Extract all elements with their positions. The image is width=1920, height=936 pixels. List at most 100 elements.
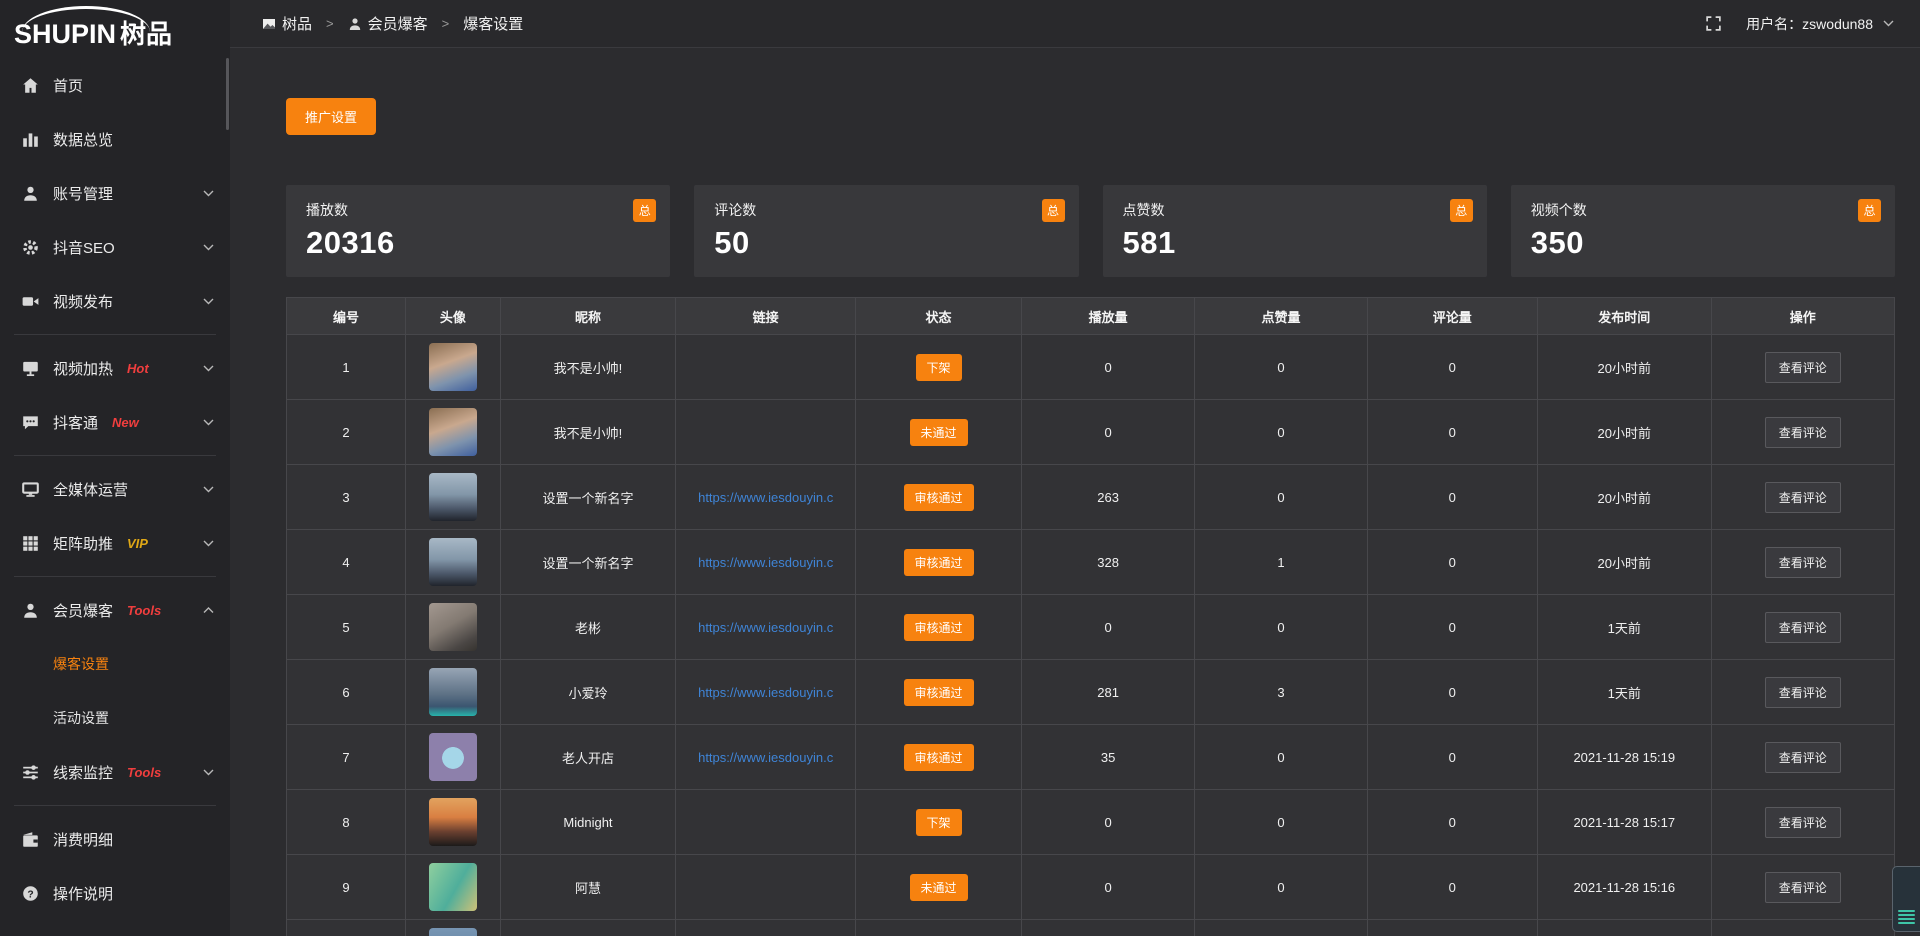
total-badge[interactable]: 总 [1041, 199, 1065, 222]
cell-status [855, 919, 1022, 936]
breadcrumb-item-树品[interactable]: 树品 [262, 13, 312, 34]
sidebar-item-抖客通[interactable]: 抖客通 New [0, 395, 230, 449]
cell-id: 5 [286, 594, 406, 660]
status-badge: 未通过 [909, 873, 968, 901]
cell-link[interactable]: https://www.iesdouyin.c [675, 464, 857, 530]
cell-actions: 查看评论 [1710, 464, 1896, 530]
column-header-播放量: 播放量 [1020, 297, 1196, 335]
sidebar-item-数据总览[interactable]: 数据总览 [0, 112, 230, 166]
view-comments-button[interactable]: 查看评论 [1764, 676, 1841, 708]
sidebar-item-label: 视频加热 [53, 360, 114, 378]
right-column: 树品 > 会员爆客 > 爆客设置 用户名：zswodun88 推广设置 播放数 20316… [230, 0, 1920, 936]
cell-link [675, 334, 857, 400]
status-badge: 审核通过 [903, 743, 974, 771]
cell-link[interactable]: https://www.iesdouyin.c [675, 529, 857, 595]
cell-link[interactable]: https://www.iesdouyin.c [675, 594, 857, 660]
chevron-down-icon [203, 769, 214, 776]
cell-avatar [404, 529, 501, 595]
column-header-昵称: 昵称 [499, 297, 677, 335]
breadcrumb-item-爆客设置[interactable]: 爆客设置 [463, 13, 523, 34]
stat-label: 视频个数 [1530, 202, 1587, 218]
sidebar-item-会员爆客[interactable]: 会员爆客 Tools [0, 583, 230, 637]
fullscreen-icon[interactable] [1705, 15, 1722, 32]
status-badge: 审核通过 [903, 613, 974, 641]
stat-label: 点赞数 [1122, 202, 1165, 218]
sidebar-item-操作说明[interactable]: ? 操作说明 [0, 866, 230, 920]
cell-link[interactable]: https://www.iesdouyin.c [675, 724, 857, 790]
cell-likes: 0 [1194, 724, 1368, 790]
cell-comments: 0 [1366, 789, 1538, 855]
view-comments-button[interactable]: 查看评论 [1764, 871, 1841, 903]
chevron-down-icon [203, 540, 214, 547]
breadcrumb-item-会员爆客[interactable]: 会员爆客 [348, 13, 428, 34]
cell-id: 2 [286, 399, 406, 465]
view-comments-button[interactable]: 查看评论 [1764, 806, 1841, 838]
wallet-icon [22, 831, 39, 848]
view-comments-button[interactable]: 查看评论 [1764, 416, 1841, 448]
status-badge: 审核通过 [903, 548, 974, 576]
cell-plays: 281 [1020, 659, 1196, 725]
sidebar-item-全媒体运营[interactable]: 全媒体运营 [0, 462, 230, 516]
table-row: 2 我不是小帅! 未通过 0 0 0 20小时前 查看评论 [286, 399, 1896, 465]
cell-likes: 0 [1194, 789, 1368, 855]
cell-avatar [404, 334, 501, 400]
cell-status: 未通过 [855, 854, 1022, 920]
sidebar-item-账号管理[interactable]: 账号管理 [0, 166, 230, 220]
photo-icon [262, 17, 276, 31]
chevron-down-icon [203, 190, 214, 197]
cell-nickname: 老彬 [499, 594, 677, 660]
sidebar-item-label: 抖音SEO [53, 239, 115, 257]
view-comments-button[interactable]: 查看评论 [1764, 351, 1841, 383]
cell-time: 1天前 [1536, 659, 1712, 725]
total-badge[interactable]: 总 [1858, 199, 1881, 222]
sidebar-scrollbar[interactable] [226, 58, 229, 130]
stat-card-播放数: 播放数 20316 总 [286, 185, 671, 277]
home-icon [22, 77, 39, 94]
total-badge[interactable]: 总 [1449, 199, 1473, 222]
sidebar-item-首页[interactable]: 首页 [0, 58, 230, 112]
sidebar-item-label: 线索监控 [53, 764, 114, 782]
svg-text:?: ? [27, 889, 33, 900]
cell-comments: 0 [1366, 659, 1538, 725]
cell-actions: 查看评论 [1710, 334, 1896, 400]
view-comments-button[interactable]: 查看评论 [1764, 611, 1841, 643]
cell-time: 20小时前 [1536, 399, 1712, 465]
cell-actions: 查看评论 [1710, 659, 1896, 725]
table-row: 4 设置一个新名字 https://www.iesdouyin.c 审核通过 328 1 0… [286, 529, 1896, 595]
sidebar-subitem-活动设置[interactable]: 活动设置 [53, 710, 109, 726]
cell-actions: 查看评论 [1710, 399, 1896, 465]
username-label[interactable]: 用户名：zswodun88 [1746, 15, 1873, 32]
cell-plays [1020, 919, 1196, 936]
chevron-down-icon[interactable] [1883, 20, 1894, 27]
table-row: 5 老彬 https://www.iesdouyin.c 审核通过 0 0 0 1天前 查看评论 [286, 594, 1896, 660]
avatar [428, 733, 477, 781]
view-comments-button[interactable]: 查看评论 [1764, 481, 1841, 513]
stat-label: 评论数 [714, 202, 757, 218]
total-badge[interactable]: 总 [633, 199, 657, 222]
floating-widget[interactable] [1892, 866, 1920, 932]
topbar-right: 用户名：zswodun88 [1705, 14, 1894, 34]
cell-actions: 查看评论 [1710, 789, 1896, 855]
promo-settings-button[interactable]: 推广设置 [286, 98, 377, 135]
stat-label: 播放数 [306, 202, 348, 218]
cell-avatar [404, 919, 501, 936]
cell-status: 未通过 [855, 399, 1022, 465]
sidebar-divider [14, 805, 216, 806]
members-table: 编号 头像 昵称 链接 状态 播放量 点赞量 评论量 发布时间 操作 1 我不是小帅! 下架 0 0 0 20… [286, 297, 1896, 936]
sidebar-item-视频发布[interactable]: 视频发布 [0, 274, 230, 328]
cell-comments: 0 [1366, 399, 1538, 465]
sidebar-subitem-爆客设置[interactable]: 爆客设置 [53, 656, 109, 672]
avatar [428, 473, 477, 521]
sidebar-item-抖音SEO[interactable]: 抖音SEO [0, 220, 230, 274]
stat-card-点赞数: 点赞数 581 总 [1102, 185, 1487, 277]
cell-nickname: 设置一个新名字 [499, 464, 677, 530]
table-header-row: 编号 头像 昵称 链接 状态 播放量 点赞量 评论量 发布时间 操作 [286, 297, 1896, 335]
sidebar-item-label: 矩阵助推 [53, 535, 114, 553]
view-comments-button[interactable]: 查看评论 [1764, 546, 1841, 578]
view-comments-button[interactable]: 查看评论 [1764, 741, 1841, 773]
sidebar-item-消费明细[interactable]: 消费明细 [0, 812, 230, 866]
cell-link[interactable]: https://www.iesdouyin.c [675, 659, 857, 725]
sidebar-item-视频加热[interactable]: 视频加热 Hot [0, 341, 230, 395]
sidebar-item-矩阵助推[interactable]: 矩阵助推 VIP [0, 516, 230, 570]
sidebar-item-线索监控[interactable]: 线索监控 Tools [0, 745, 230, 799]
